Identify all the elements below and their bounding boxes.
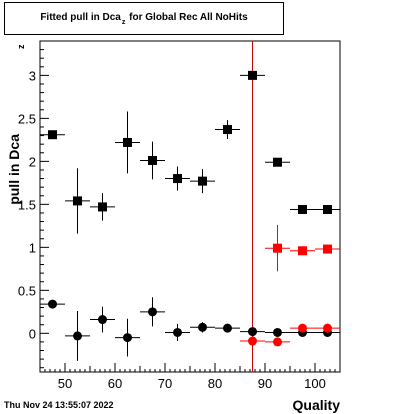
y-tick-label: 1 <box>29 240 36 255</box>
data-point-circle <box>148 307 157 317</box>
timestamp-footer: Thu Nov 24 13:55:07 2022 <box>4 400 114 410</box>
data-point-square <box>123 137 132 147</box>
y-tick-label: 3 <box>29 68 36 83</box>
data-point-circle <box>298 323 307 333</box>
data-point-square <box>248 70 257 80</box>
data-point-circle <box>323 323 332 333</box>
x-axis-title: Quality <box>293 397 341 413</box>
x-tick-label: 60 <box>108 376 122 391</box>
data-point-circle <box>248 336 257 346</box>
data-point-circle <box>48 299 57 309</box>
data-point-square <box>273 157 282 167</box>
data-point-circle <box>273 337 282 347</box>
x-tick-label: 100 <box>304 376 326 391</box>
x-tick-label: 70 <box>158 376 172 391</box>
data-point-square <box>298 246 307 256</box>
data-point-circle <box>273 327 282 337</box>
chart-title: Fitted pull in Dcaz for Global Rec All N… <box>5 12 283 26</box>
data-point-circle <box>248 327 257 337</box>
y-tick-label: 0 <box>29 326 36 341</box>
data-point-square <box>173 174 182 184</box>
y-tick-label: 1.5 <box>18 197 36 212</box>
title-subscript: z <box>121 19 126 26</box>
data-point-circle <box>73 331 82 341</box>
data-point-square <box>198 176 207 186</box>
data-point-circle <box>98 315 107 325</box>
data-point-circle <box>198 322 207 332</box>
x-tick-label: 90 <box>258 376 272 391</box>
title-prefix: Fitted pull in Dca <box>40 12 121 23</box>
data-point-circle <box>223 323 232 333</box>
y-axis-title-subscript: z <box>16 44 26 49</box>
data-point-square <box>298 205 307 215</box>
title-suffix: for Global Rec All NoHits <box>129 12 248 23</box>
data-point-square <box>323 244 332 254</box>
data-point-square <box>48 130 57 140</box>
data-point-square <box>273 243 282 253</box>
data-point-square <box>148 156 157 166</box>
data-point-square <box>323 205 332 215</box>
data-point-circle <box>123 333 132 343</box>
data-point-square <box>73 196 82 206</box>
data-point-square <box>223 125 232 135</box>
y-axis-title: pull in Dca <box>6 134 22 205</box>
x-tick-label: 50 <box>58 376 72 391</box>
data-point-square <box>98 202 107 212</box>
y-tick-label: 2 <box>29 154 36 169</box>
data-point-circle <box>173 327 182 337</box>
plot-frame <box>39 40 341 373</box>
y-tick-label: 2.5 <box>18 111 36 126</box>
y-tick-label: 0.5 <box>18 283 36 298</box>
x-tick-label: 80 <box>208 376 222 391</box>
chart-title-box: Fitted pull in Dcaz for Global Rec All N… <box>4 2 284 35</box>
